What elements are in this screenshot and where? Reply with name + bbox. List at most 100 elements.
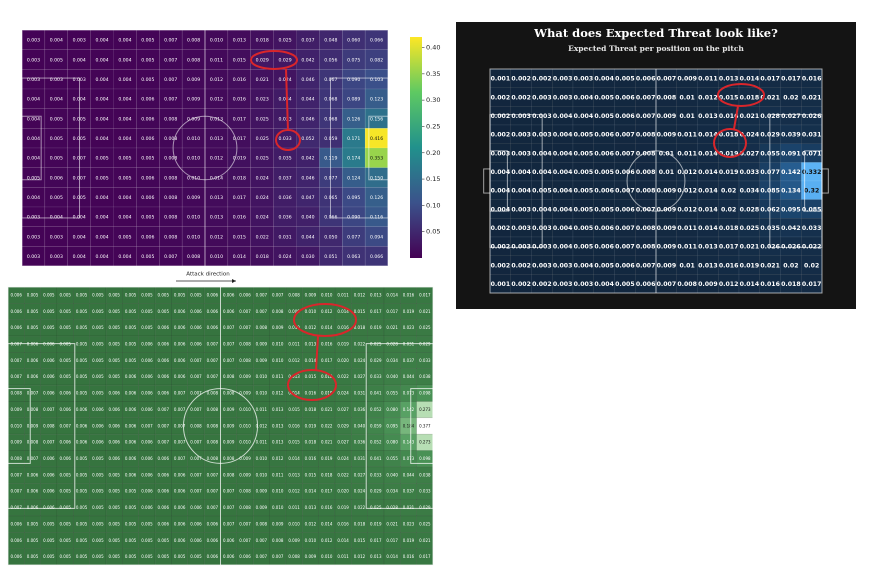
cell-label: 0.044 [403, 374, 415, 379]
cell-label: 0.004 [553, 206, 573, 213]
cell-label: 0.008 [636, 150, 656, 157]
cell-label: 0.007 [207, 358, 219, 363]
cell-label: 0.036 [278, 195, 291, 201]
cell-label: 0.014 [321, 325, 333, 330]
cell-label: 0.055 [386, 456, 398, 461]
cell-label: 0.005 [50, 136, 63, 142]
cell-label: 0.006 [239, 292, 251, 297]
cell-label: 0.006 [43, 374, 55, 379]
cell-label: 0.006 [141, 116, 154, 122]
cell-label: 0.005 [43, 325, 55, 330]
cell-label: 0.007 [10, 374, 22, 379]
cell-label: 0.014 [210, 175, 223, 181]
cell-label: 0.005 [109, 325, 121, 330]
cell-label: 0.143 [403, 440, 415, 445]
cell-label: 0.009 [187, 97, 200, 103]
cell-label: 0.002 [491, 262, 511, 269]
cell-label: 0.051 [324, 254, 337, 260]
cell-label: 0.008 [677, 281, 697, 288]
cell-label: 0.005 [59, 325, 71, 330]
cell-label: 0.008 [187, 254, 200, 260]
cell-label: 0.052 [370, 407, 382, 412]
cell-label: 0.003 [27, 57, 40, 63]
cell-label: 0.033 [370, 472, 382, 477]
cell-label: 0.009 [272, 521, 284, 526]
cell-label: 0.006 [10, 521, 22, 526]
cell-label: 0.009 [657, 244, 677, 251]
cell-label: 0.005 [190, 292, 202, 297]
cell-label: 0.046 [301, 116, 314, 122]
cell-label: 0.005 [109, 309, 121, 314]
cell-label: 0.005 [76, 309, 88, 314]
cell-label: 0.029 [419, 505, 431, 510]
cell-label: 0.006 [76, 440, 88, 445]
cell-label: 0.015 [719, 94, 739, 101]
cell-label: 0.063 [347, 254, 360, 260]
cell-label: 0.007 [158, 407, 170, 412]
cell-label: 0.006 [141, 374, 153, 379]
cell-label: 0.006 [594, 150, 614, 157]
cell-label: 0.007 [190, 358, 202, 363]
cell-label: 0.004 [73, 234, 86, 240]
cell-label: 0.007 [223, 358, 235, 363]
cell-label: 0.010 [256, 391, 268, 396]
cell-label: 0.006 [27, 489, 39, 494]
cell-label: 0.003 [27, 234, 40, 240]
cell-label: 0.007 [164, 57, 177, 63]
cell-label: 0.005 [615, 281, 635, 288]
cell-label: 0.034 [386, 489, 398, 494]
cell-label: 0.005 [92, 505, 104, 510]
cell-label: 0.008 [207, 456, 219, 461]
cell-label: 0.002 [491, 113, 511, 120]
cell-label: 0.006 [10, 292, 22, 297]
cell-label: 0.005 [95, 175, 108, 181]
cell-label: 0.014 [698, 150, 718, 157]
cell-label: 0.004 [95, 195, 108, 201]
colorbar-tick-label: 0.25 [426, 122, 440, 130]
cell-label: 0.071 [802, 150, 822, 157]
cell-label: 0.019 [337, 342, 349, 347]
cell-label: 0.016 [337, 325, 349, 330]
cell-label: 0.004 [95, 97, 108, 103]
cell-label: 0.004 [574, 94, 594, 101]
cell-label: 0.006 [174, 505, 186, 510]
cell-label: 0.033 [278, 136, 291, 142]
cell-label: 0.005 [59, 309, 71, 314]
cell-label: 0.011 [337, 292, 349, 297]
cell-label: 0.006 [223, 554, 235, 559]
pitch-line [432, 410, 442, 442]
cell-label: 0.014 [288, 391, 300, 396]
cell-label: 0.021 [419, 538, 431, 543]
cell-label: 0.007 [223, 489, 235, 494]
cell-label: 0.005 [59, 521, 71, 526]
cell-label: 0.008 [190, 423, 202, 428]
cell-label: 0.016 [403, 292, 415, 297]
cell-label: 0.033 [370, 374, 382, 379]
cell-label: 0.006 [43, 391, 55, 396]
cell-label: 0.005 [141, 309, 153, 314]
cell-label: 0.007 [10, 489, 22, 494]
cell-label: 0.018 [233, 175, 246, 181]
cell-label: 0.006 [190, 538, 202, 543]
cell-label: 0.004 [553, 132, 573, 139]
cell-label: 0.007 [272, 292, 284, 297]
cell-label: 0.014 [386, 292, 398, 297]
cell-label: 0.025 [370, 505, 382, 510]
cell-label: 0.040 [354, 423, 366, 428]
cell-label: 0.031 [354, 456, 366, 461]
cell-label: 0.008 [187, 57, 200, 63]
cell-label: 0.007 [10, 358, 22, 363]
cell-label: 0.004 [50, 38, 63, 44]
cell-label: 0.090 [347, 77, 360, 83]
cell-label: 0.033 [419, 489, 431, 494]
cell-label: 0.024 [354, 358, 366, 363]
cell-label: 0.012 [272, 391, 284, 396]
cell-label: 0.007 [190, 456, 202, 461]
cell-label: 0.082 [370, 57, 383, 63]
cell-label: 0.014 [698, 225, 718, 232]
cell-label: 0.012 [677, 206, 697, 213]
cell-label: 0.005 [92, 309, 104, 314]
cell-label: 0.031 [354, 391, 366, 396]
cell-label: 0.016 [321, 505, 333, 510]
cell-label: 0.150 [370, 175, 383, 181]
